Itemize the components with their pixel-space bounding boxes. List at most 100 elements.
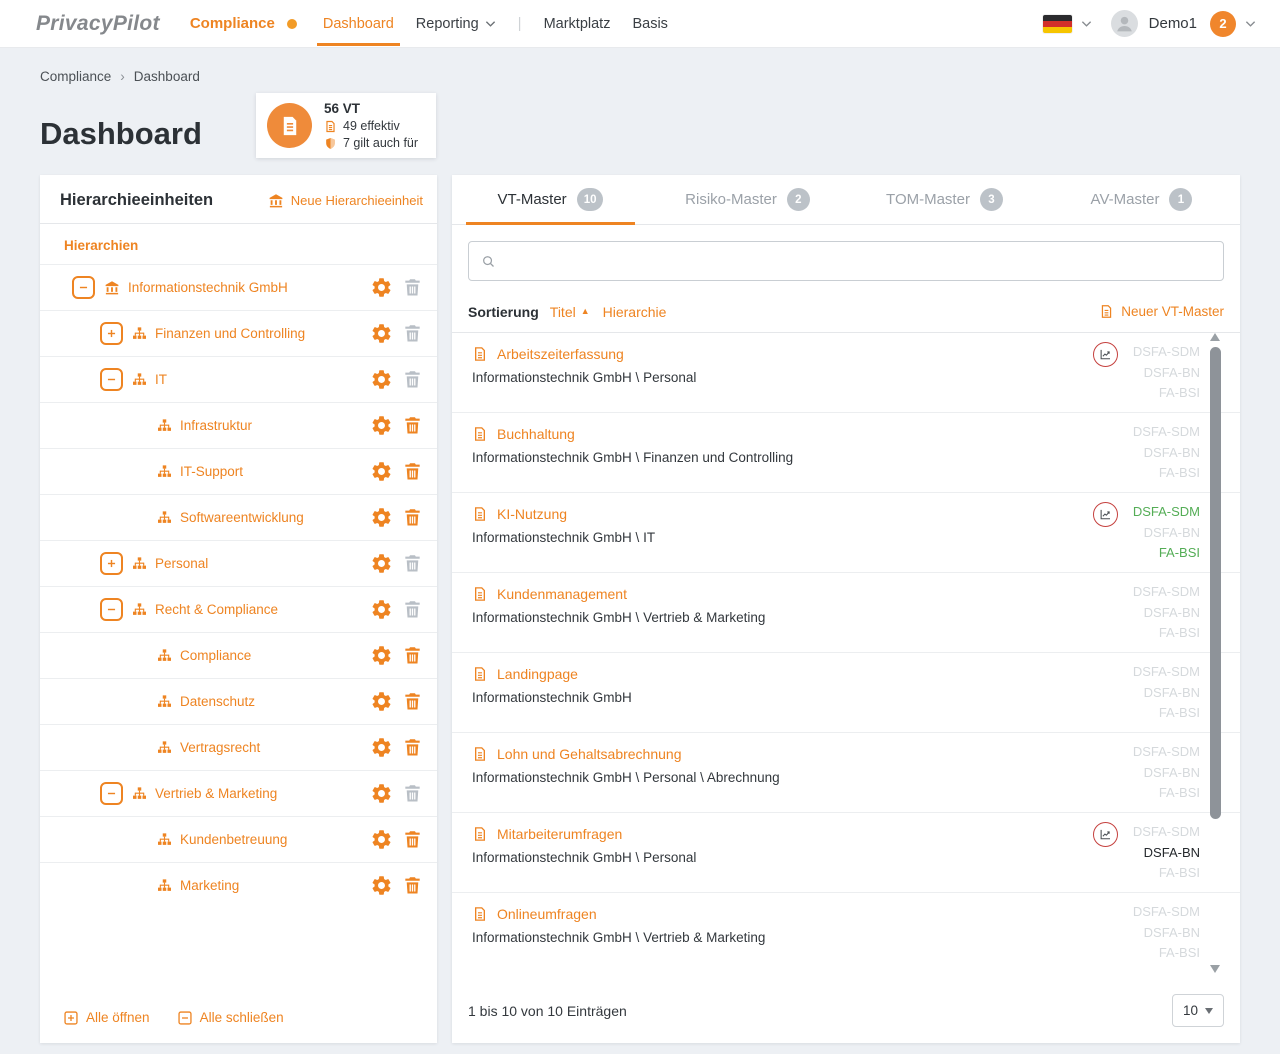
delete-trash-icon[interactable] bbox=[402, 691, 423, 712]
document-icon bbox=[472, 346, 488, 362]
delete-trash-icon[interactable] bbox=[402, 875, 423, 896]
vt-master-title-link[interactable]: Landingpage bbox=[497, 666, 578, 682]
settings-gear-icon[interactable] bbox=[370, 598, 393, 621]
search-input[interactable] bbox=[505, 252, 1211, 270]
hierarchy-unit-link[interactable]: Informationstechnik GmbH bbox=[128, 280, 288, 295]
collapse-toggle[interactable] bbox=[72, 276, 95, 299]
nav-marktplatz[interactable]: Marktplatz bbox=[543, 15, 611, 32]
settings-gear-icon[interactable] bbox=[370, 828, 393, 851]
vt-master-title-link[interactable]: Buchhaltung bbox=[497, 426, 575, 442]
expand-toggle[interactable] bbox=[100, 552, 123, 575]
settings-gear-icon[interactable] bbox=[370, 552, 393, 575]
tab-tom-master[interactable]: TOM-Master 3 bbox=[846, 175, 1043, 224]
settings-gear-icon[interactable] bbox=[370, 874, 393, 897]
scroll-up-arrow-icon[interactable] bbox=[1210, 333, 1220, 341]
new-vt-master-button[interactable]: Neuer VT-Master bbox=[1099, 304, 1224, 319]
delete-trash-icon[interactable] bbox=[402, 461, 423, 482]
vt-master-title-link[interactable]: KI-Nutzung bbox=[497, 506, 568, 522]
user-menu-chevron-down-icon[interactable] bbox=[1245, 20, 1256, 28]
vt-master-list-item: Mitarbeiterumfragen Informationstechnik … bbox=[452, 813, 1240, 893]
settings-gear-icon[interactable] bbox=[370, 276, 393, 299]
nav-dashboard[interactable]: Dashboard bbox=[316, 15, 400, 46]
delete-trash-icon[interactable] bbox=[402, 507, 423, 528]
nav-basis[interactable]: Basis bbox=[632, 15, 668, 32]
hierarchy-unit-link[interactable]: Finanzen und Controlling bbox=[155, 326, 306, 341]
delete-trash-icon[interactable] bbox=[402, 645, 423, 666]
hierarchy-unit-link[interactable]: IT-Support bbox=[180, 464, 244, 479]
risk-chart-icon[interactable] bbox=[1093, 822, 1118, 847]
expand-toggle[interactable] bbox=[100, 322, 123, 345]
settings-gear-icon[interactable] bbox=[370, 460, 393, 483]
language-chevron-down-icon[interactable] bbox=[1081, 20, 1092, 28]
delete-trash-icon[interactable] bbox=[402, 277, 423, 298]
nav-reporting[interactable]: Reporting bbox=[416, 16, 496, 32]
row-actions bbox=[370, 598, 423, 621]
list-scrollbar[interactable] bbox=[1210, 333, 1221, 973]
delete-trash-icon[interactable] bbox=[402, 553, 423, 574]
new-hierarchy-unit-button[interactable]: Neue Hierarchieeinheit bbox=[268, 193, 423, 209]
settings-gear-icon[interactable] bbox=[370, 644, 393, 667]
collapse-toggle[interactable] bbox=[100, 782, 123, 805]
hierarchy-unit-link[interactable]: Marketing bbox=[180, 878, 240, 893]
settings-gear-icon[interactable] bbox=[370, 414, 393, 437]
settings-gear-icon[interactable] bbox=[370, 782, 393, 805]
breadcrumb-compliance[interactable]: Compliance bbox=[40, 69, 112, 84]
delete-trash-icon[interactable] bbox=[402, 323, 423, 344]
vt-master-title-link[interactable]: Lohn und Gehaltsabrechnung bbox=[497, 746, 682, 762]
vt-master-list-item: KI-Nutzung Informationstechnik GmbH \ IT… bbox=[452, 493, 1240, 573]
hierarchy-unit-link[interactable]: Vertrieb & Marketing bbox=[155, 786, 278, 801]
hierarchy-unit-link[interactable]: Kundenbetreuung bbox=[180, 832, 288, 847]
hierarchy-unit-link[interactable]: Personal bbox=[155, 556, 209, 571]
hierarchy-unit-link[interactable]: Infrastruktur bbox=[180, 418, 253, 433]
hierarchy-path: Informationstechnik GmbH \ Personal \ Ab… bbox=[472, 770, 780, 785]
settings-gear-icon[interactable] bbox=[370, 368, 393, 391]
delete-trash-icon[interactable] bbox=[402, 737, 423, 758]
tab-av-master[interactable]: AV-Master 1 bbox=[1043, 175, 1240, 224]
delete-trash-icon[interactable] bbox=[402, 599, 423, 620]
notification-badge[interactable]: 2 bbox=[1210, 10, 1236, 37]
user-avatar[interactable] bbox=[1110, 10, 1138, 37]
tab-vt-master[interactable]: VT-Master 10 bbox=[452, 175, 649, 225]
hierarchy-unit-link[interactable]: Recht & Compliance bbox=[155, 602, 279, 617]
sort-by-title[interactable]: Titel ▲ bbox=[550, 304, 590, 320]
settings-gear-icon[interactable] bbox=[370, 690, 393, 713]
app-logo[interactable]: PrivacyPilot bbox=[36, 11, 160, 35]
risk-chart-icon[interactable] bbox=[1093, 342, 1118, 367]
page-size-dropdown[interactable]: 10 bbox=[1172, 994, 1224, 1027]
hierarchy-unit-link[interactable]: IT bbox=[155, 372, 167, 387]
sort-by-hierarchy[interactable]: Hierarchie bbox=[602, 303, 667, 320]
hierarchy-unit-link[interactable]: Datenschutz bbox=[180, 694, 256, 709]
collapse-toggle[interactable] bbox=[100, 598, 123, 621]
document-icon bbox=[472, 826, 488, 842]
settings-gear-icon[interactable] bbox=[370, 322, 393, 345]
hierarchy-tree-row: Datenschutz bbox=[40, 678, 437, 724]
delete-trash-icon[interactable] bbox=[402, 829, 423, 850]
user-name[interactable]: Demo1 bbox=[1148, 15, 1197, 32]
delete-trash-icon[interactable] bbox=[402, 369, 423, 390]
delete-trash-icon[interactable] bbox=[402, 783, 423, 804]
hierarchy-unit-link[interactable]: Compliance bbox=[180, 648, 252, 663]
tab-risiko-master[interactable]: Risiko-Master 2 bbox=[649, 175, 846, 224]
vt-master-title-link[interactable]: Mitarbeiterumfragen bbox=[497, 826, 623, 842]
scrollbar-thumb[interactable] bbox=[1210, 347, 1221, 819]
vt-master-title-link[interactable]: Kundenmanagement bbox=[497, 586, 627, 602]
open-all-button[interactable]: Alle öffnen bbox=[64, 1010, 150, 1025]
breadcrumb-dashboard[interactable]: Dashboard bbox=[133, 69, 200, 84]
risk-chart-icon[interactable] bbox=[1093, 502, 1118, 527]
vt-stats-card[interactable]: 56 VT 49 effektiv 7 gilt auch für bbox=[256, 93, 436, 158]
settings-gear-icon[interactable] bbox=[370, 506, 393, 529]
delete-trash-icon[interactable] bbox=[402, 415, 423, 436]
collapse-toggle[interactable] bbox=[100, 368, 123, 391]
settings-gear-icon[interactable] bbox=[370, 736, 393, 759]
vt-master-title-link[interactable]: Onlineumfragen bbox=[497, 906, 597, 922]
close-all-button[interactable]: Alle schließen bbox=[177, 1010, 284, 1025]
hierarchy-unit-link[interactable]: Vertragsrecht bbox=[180, 740, 261, 755]
search-box[interactable] bbox=[468, 241, 1224, 281]
vt-master-title-link[interactable]: Arbeitszeiterfassung bbox=[497, 346, 624, 362]
scroll-down-arrow-icon[interactable] bbox=[1210, 965, 1220, 973]
hierarchy-unit-link[interactable]: Softwareentwicklung bbox=[180, 510, 304, 525]
language-flag-de-icon[interactable] bbox=[1042, 14, 1072, 33]
hierarchy-tree-row: Vertragsrecht bbox=[40, 724, 437, 770]
row-actions bbox=[370, 736, 423, 759]
hierarchy-tree-row: Finanzen und Controlling bbox=[40, 310, 437, 356]
